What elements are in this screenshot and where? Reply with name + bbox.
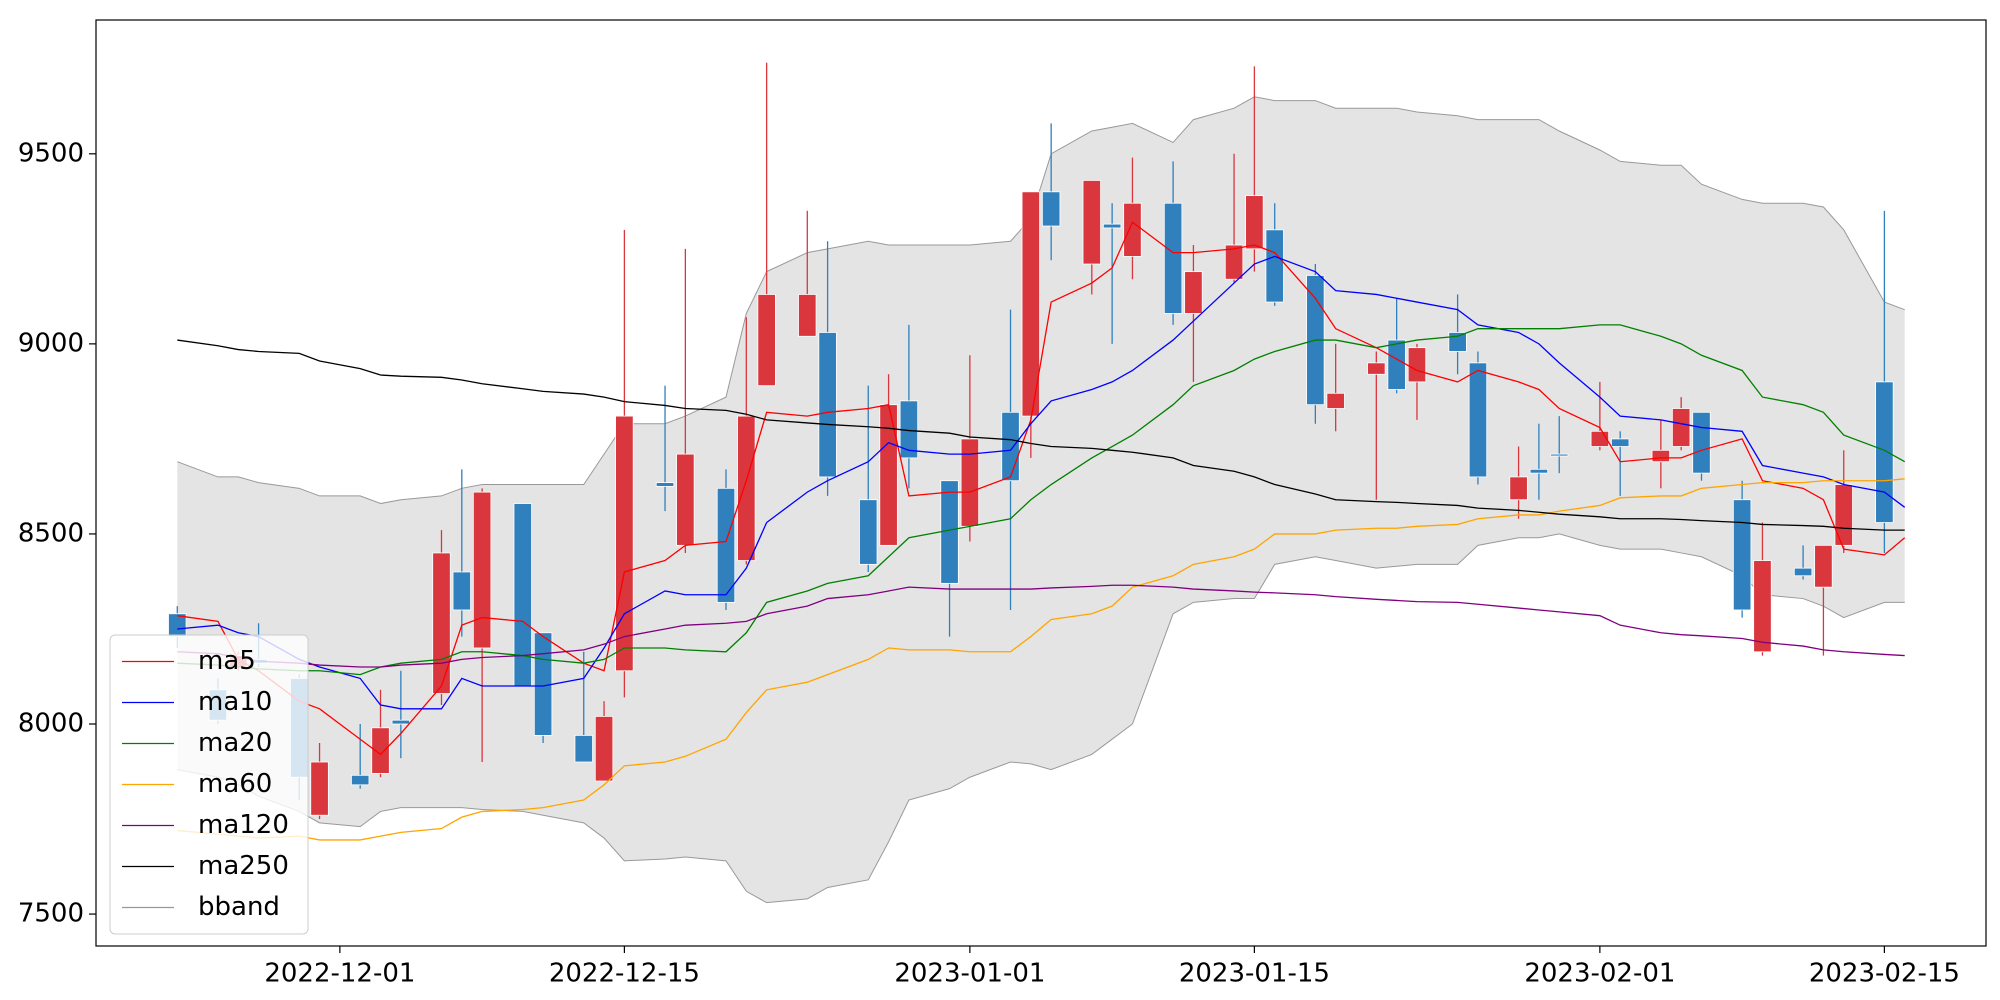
candle-body: [655, 482, 675, 487]
candle-body: [1123, 202, 1142, 257]
candle-body: [1814, 544, 1833, 588]
candle-body: [960, 438, 980, 527]
candle-body: [757, 294, 776, 387]
y-tick-label: 8000: [18, 709, 84, 739]
legend-box: [109, 634, 309, 935]
candle-body: [1509, 476, 1528, 501]
band-upper: [177, 96, 1905, 505]
ma-line: [177, 255, 1906, 710]
candle-body: [1326, 392, 1345, 409]
candle-body: [798, 294, 817, 337]
candle-body: [1529, 468, 1549, 474]
candle-body: [737, 415, 756, 561]
candle-body: [940, 480, 959, 584]
candle-body: [879, 404, 898, 546]
candle-body: [1671, 408, 1691, 447]
candle-body: [1184, 271, 1203, 314]
legend-label: ma250: [198, 851, 289, 881]
candle-body: [391, 719, 411, 725]
legend-label: ma10: [198, 687, 272, 717]
y-tick-label: 9000: [18, 328, 84, 358]
candle-body: [1224, 244, 1244, 280]
candle-body: [1611, 438, 1630, 447]
y-tick-label: 8500: [18, 518, 84, 548]
band-lower: [177, 533, 1905, 904]
candle-body: [574, 735, 593, 763]
candle-body: [371, 727, 390, 774]
candle-body: [615, 415, 634, 672]
candle-body: [1753, 560, 1772, 653]
candle-body: [513, 503, 532, 687]
candle-body: [1834, 484, 1853, 546]
x-tick-label: 2023-02-15: [1809, 959, 1960, 989]
x-tick-label: 2022-12-15: [549, 959, 700, 989]
candle-body: [1387, 339, 1406, 390]
candle-body: [716, 487, 736, 603]
candle-body: [859, 499, 878, 565]
candle-body: [818, 332, 837, 478]
candle-body: [1367, 362, 1386, 375]
candle-body: [1875, 381, 1894, 523]
legend-label: ma60: [198, 769, 272, 799]
candle-body: [676, 453, 695, 546]
candle-body: [1265, 229, 1284, 303]
plot-frame: [95, 19, 1987, 947]
candle-body: [1102, 223, 1122, 229]
candle-body: [1448, 332, 1467, 352]
candle-body: [1407, 347, 1427, 383]
candle-body: [452, 571, 471, 611]
x-tick-label: 2023-01-15: [1179, 959, 1330, 989]
x-tick-label: 2023-01-01: [894, 959, 1045, 989]
candle-body: [594, 716, 614, 782]
candle-body: [432, 552, 451, 694]
y-tick-label: 7500: [18, 899, 84, 929]
candle-body: [1732, 499, 1752, 611]
legend-label: ma5: [198, 646, 256, 676]
ma-line: [177, 584, 1905, 668]
ma-line: [177, 324, 1906, 676]
candle-body: [1651, 449, 1671, 463]
candle-body: [1163, 202, 1183, 314]
legend-label: ma20: [198, 728, 272, 758]
candle-body: [1468, 362, 1488, 478]
legend: ma5 ma10 ma20 ma60 ma120 ma250 bband: [109, 634, 309, 935]
x-tick-label: 2022-12-01: [264, 959, 415, 989]
candle-body: [1082, 180, 1101, 265]
candle-body: [1041, 191, 1061, 227]
candle-body: [1793, 567, 1813, 577]
x-tick-label: 2023-02-01: [1524, 959, 1675, 989]
candle-body: [1245, 195, 1264, 250]
legend-label: bband: [198, 892, 280, 922]
y-tick-label: 9500: [18, 138, 84, 168]
candle-body: [1692, 411, 1711, 474]
legend-label: ma120: [198, 810, 289, 840]
ma-line: [177, 339, 1905, 531]
ma-line: [177, 478, 1905, 841]
ma-line: [177, 221, 1906, 756]
candle-body: [472, 491, 492, 649]
candle-body: [1001, 411, 1020, 482]
candle-body: [1550, 453, 1569, 457]
band-fill: [177, 96, 1905, 903]
candle-body: [351, 774, 370, 786]
candle-body: [310, 761, 329, 816]
candle-body: [533, 632, 553, 736]
